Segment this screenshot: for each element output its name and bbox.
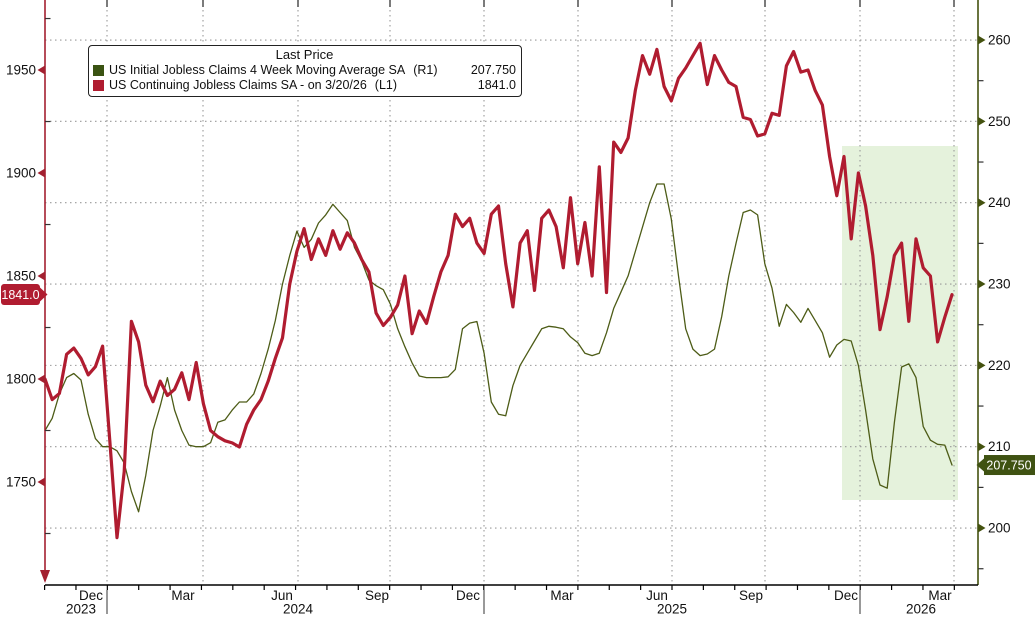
month-label: Mar: [171, 588, 195, 603]
year-label: 2024: [283, 602, 314, 617]
left-tick-arrow-icon: [37, 477, 45, 487]
chart-legend: Last Price US Initial Jobless Claims 4 W…: [88, 45, 522, 97]
highlight-region: [842, 146, 958, 500]
right-tick-arrow-icon: [978, 442, 986, 452]
legend-label: US Initial Jobless Claims 4 Week Moving …: [109, 63, 406, 77]
left-tick-arrow-icon: [37, 168, 45, 178]
right-tick-arrow-icon: [978, 35, 986, 45]
left-tick-arrow-icon: [37, 271, 45, 281]
month-label: Jun: [271, 588, 293, 603]
right-axis-tick-label: 200: [988, 521, 1011, 536]
right-axis-tick-label: 220: [988, 358, 1011, 373]
month-label: Sep: [739, 588, 763, 603]
month-label: Jun: [646, 588, 668, 603]
month-label: Mar: [928, 588, 952, 603]
year-label: 2026: [906, 602, 936, 617]
legend-row-continuing-claims[interactable]: US Continuing Jobless Claims SA - on 3/2…: [93, 78, 516, 93]
right-tick-arrow-icon: [978, 198, 986, 208]
red-series-swatch-icon: [93, 80, 104, 91]
legend-axis-ref: (L1): [374, 78, 398, 92]
legend-axis-ref: (R1): [413, 63, 438, 77]
legend-row-initial-claims[interactable]: US Initial Jobless Claims 4 Week Moving …: [93, 63, 516, 78]
month-label: Dec: [79, 588, 103, 603]
right-tick-arrow-icon: [978, 116, 986, 126]
legend-label: US Continuing Jobless Claims SA - on 3/2…: [109, 78, 367, 92]
left-last-price-badge: [1, 284, 40, 306]
right-tick-arrow-icon: [978, 523, 986, 533]
initial-claims-line: [44, 183, 953, 513]
left-axis-tick-label: 1750: [6, 475, 36, 490]
month-label: Sep: [365, 588, 389, 603]
right-axis-tick-label: 210: [988, 439, 1011, 454]
right-axis-tick-label: 230: [988, 277, 1011, 292]
left-badge-arrow-icon: [40, 287, 48, 302]
month-label: Mar: [550, 588, 574, 603]
left-tick-arrow-icon: [37, 374, 45, 384]
year-label: 2023: [66, 602, 96, 617]
right-last-price-badge: [984, 455, 1035, 476]
left-tick-arrow-icon: [37, 65, 45, 75]
right-axis-tick-label: 250: [988, 114, 1011, 129]
left-last-price-text: 1841.0: [1, 288, 39, 302]
right-axis-tick-label: 260: [988, 33, 1011, 48]
left-axis-tick-label: 1800: [6, 372, 36, 387]
green-series-swatch-icon: [93, 65, 104, 76]
left-axis-tick-label: 1900: [6, 166, 36, 181]
legend-last-price: 207.750: [470, 63, 516, 77]
right-tick-arrow-icon: [978, 279, 986, 289]
left-axis-tick-label: 1850: [6, 269, 36, 284]
legend-title: Last Price: [275, 47, 334, 62]
left-axis-tick-label: 1950: [6, 63, 36, 78]
right-tick-arrow-icon: [978, 360, 986, 370]
continuing-claims-line: [43, 41, 954, 540]
right-last-price-text: 207.750: [986, 459, 1031, 473]
right-axis-tick-label: 240: [988, 195, 1011, 210]
month-label: Dec: [834, 588, 858, 603]
year-label: 2025: [657, 602, 687, 617]
month-label: Dec: [456, 588, 480, 603]
left-axis-arrow-icon: [40, 570, 50, 583]
right-badge-arrow-icon: [976, 458, 984, 472]
legend-last-price: 1841.0: [477, 78, 516, 92]
